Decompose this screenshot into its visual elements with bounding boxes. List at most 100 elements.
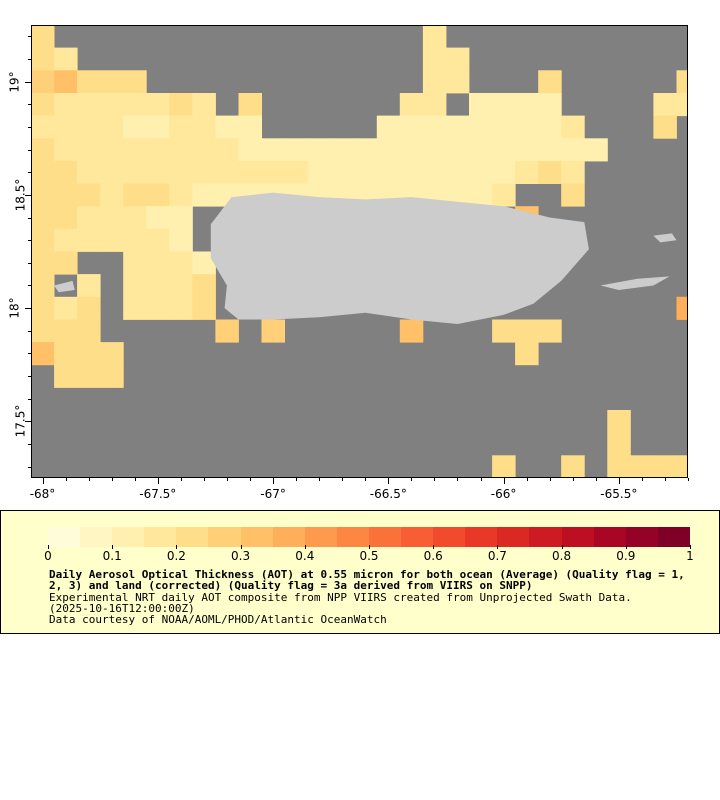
aot-cell (169, 93, 193, 117)
aot-cell (123, 138, 147, 162)
aot-cell (422, 138, 447, 162)
aot-cell (261, 319, 285, 343)
aot-cell (169, 206, 193, 230)
y-tick-mark (28, 36, 31, 38)
aot-map[interactable] (31, 25, 688, 478)
x-tick-label: -67° (260, 487, 286, 501)
aot-cell (77, 319, 101, 343)
aot-cell (192, 138, 216, 162)
colorbar-tick-mark (497, 545, 499, 549)
aot-cell (169, 251, 193, 275)
aot-cell (445, 47, 470, 71)
colorbar-tick-mark (369, 545, 370, 549)
y-tick-mark (28, 444, 31, 446)
colorbar-tick-mark (112, 545, 114, 549)
aot-cell (54, 251, 78, 275)
aot-cell (100, 364, 124, 388)
aot-cell (100, 160, 124, 184)
colorbar-tick-label: 0.4 (295, 549, 315, 563)
colorbar-swatch (80, 527, 113, 547)
aot-cell (238, 160, 262, 184)
aot-cell (469, 183, 493, 207)
aot-cell (492, 183, 516, 207)
aot-cell (653, 93, 677, 117)
colorbar-tick-mark (240, 545, 242, 549)
aot-cell (469, 115, 493, 139)
aot-cell (54, 296, 78, 320)
colorbar-swatch (208, 527, 241, 547)
x-tick-mark (342, 478, 344, 481)
aot-cell (307, 138, 332, 162)
aot-cell (469, 160, 493, 184)
colorbar-tick-mark (625, 545, 627, 549)
colorbar-swatch (112, 527, 145, 547)
aot-cell (77, 183, 101, 207)
aot-cell (399, 319, 424, 343)
colorbar-tick-label: 1 (686, 549, 694, 563)
aot-cell (123, 296, 147, 320)
y-tick-mark (28, 285, 31, 287)
aot-cell (561, 455, 585, 478)
x-tick-mark (572, 478, 574, 481)
aot-cell (469, 93, 493, 117)
x-tick-mark (157, 478, 159, 484)
aot-cell (54, 47, 78, 71)
aot-cell (77, 138, 101, 162)
aot-cell (77, 296, 101, 320)
aot-cell (538, 93, 562, 117)
aot-cell (169, 115, 193, 139)
aot-cell (77, 115, 101, 139)
aot-cell (445, 160, 470, 184)
aot-cell (215, 160, 239, 184)
aot-cell (676, 70, 688, 94)
aot-cell (422, 70, 447, 94)
aot-cell (54, 160, 78, 184)
aot-cell (192, 296, 216, 320)
x-tick-mark (319, 478, 321, 481)
x-tick-mark (180, 478, 182, 481)
y-tick-mark (28, 376, 31, 378)
x-tick-mark (388, 478, 390, 484)
aot-cell (192, 183, 216, 207)
aot-cell (146, 115, 170, 139)
x-tick-mark (226, 478, 228, 481)
aot-cell (676, 93, 688, 117)
x-tick-mark (480, 478, 482, 481)
y-tick-label: 18° (7, 297, 22, 319)
culebra-island-land (653, 233, 677, 243)
colorbar-tick-mark (690, 545, 691, 549)
aot-cell (261, 138, 285, 162)
aot-cell (146, 160, 170, 184)
x-tick-mark (457, 478, 459, 481)
colorbar-tick-mark (433, 545, 435, 549)
colorbar-tick-label: 0.2 (166, 549, 186, 563)
aot-cell (561, 115, 585, 139)
colorbar-swatch (176, 527, 209, 547)
aot-cell (31, 138, 55, 162)
colorbar-swatch (497, 527, 530, 547)
aot-cell (399, 115, 424, 139)
legend-source-note: Experimental NRT daily AOT composite fro… (49, 591, 632, 604)
x-tick-mark (250, 478, 251, 481)
aot-cell (146, 296, 170, 320)
x-tick-mark (688, 478, 689, 481)
aot-cell (100, 138, 124, 162)
aot-cell (146, 251, 170, 275)
aot-cell (445, 115, 470, 139)
aot-cell (630, 455, 654, 478)
y-tick-label: 19° (7, 70, 22, 93)
aot-cell (422, 93, 447, 117)
aot-cell (238, 115, 262, 139)
colorbar-swatch (240, 527, 273, 547)
aot-cell (607, 455, 631, 478)
aot-cell (376, 160, 401, 184)
aot-cell (123, 251, 147, 275)
aot-cell (31, 206, 55, 230)
aot-cell (192, 160, 216, 184)
mona-island-land (54, 280, 75, 293)
aot-cell (146, 183, 170, 207)
colorbar-swatch (593, 527, 626, 547)
aot-cell (54, 115, 78, 139)
aot-cell (77, 93, 101, 117)
x-tick-mark (296, 478, 298, 481)
